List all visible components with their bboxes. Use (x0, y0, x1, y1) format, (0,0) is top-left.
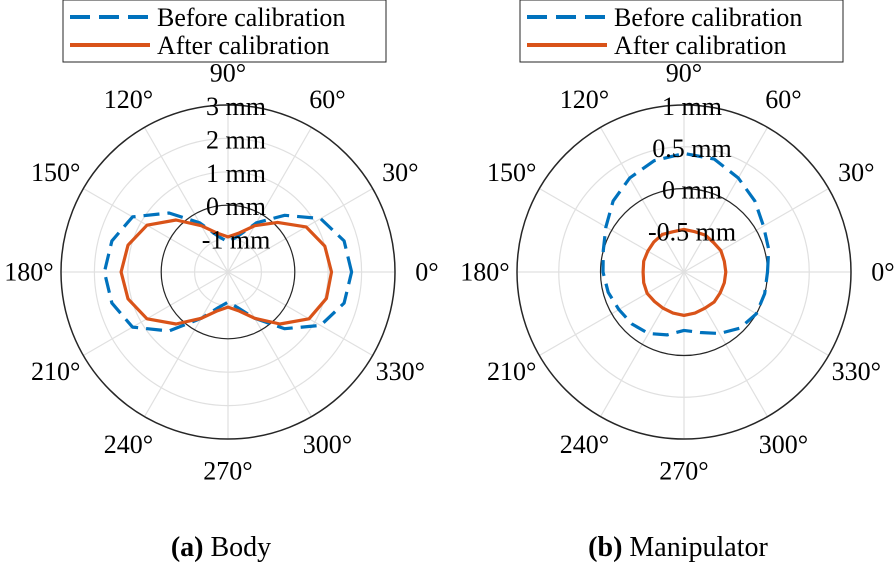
polar-panel-body: Before calibration After calibration 0° 3… (4, 0, 439, 563)
angle-label: 0° (871, 258, 894, 287)
legend-label-after: After calibration (614, 31, 787, 60)
radius-label: -1 mm (202, 226, 271, 255)
angle-label: 270° (659, 457, 708, 486)
angle-label: 30° (382, 158, 418, 187)
grid-spoke (227, 271, 313, 417)
angle-label: 150° (487, 158, 536, 187)
radius-label: 0 mm (206, 192, 266, 221)
grid-spoke (227, 187, 373, 273)
angle-label: 210° (487, 357, 536, 386)
angle-label: 90° (666, 59, 702, 88)
grid-spoke (227, 271, 373, 357)
caption-text: Body (203, 532, 271, 563)
grid-spoke (143, 271, 229, 417)
grid-spoke (227, 127, 313, 273)
angle-label: 150° (31, 158, 80, 187)
panel-caption-body: (a) Body (171, 532, 271, 563)
legend-label-before: Before calibration (614, 3, 802, 32)
angle-label: 60° (309, 85, 345, 114)
series-after-calibration (641, 227, 728, 317)
outer-circle (60, 104, 396, 440)
angle-label: 120° (104, 85, 153, 114)
grid-spoke (83, 271, 229, 357)
zero-circle (160, 204, 296, 340)
angle-label: 0° (415, 258, 438, 287)
angle-label: 330° (376, 357, 425, 386)
legend-body: Before calibration After calibration (62, 0, 387, 63)
grid-spoke (83, 187, 229, 273)
outer-circle (516, 104, 852, 440)
radius-label: 3 mm (206, 92, 266, 121)
angle-label: 60° (765, 85, 801, 114)
legend-label-after: After calibration (157, 31, 330, 60)
panel-caption-manipulator: (b) Manipulator (588, 532, 768, 563)
angle-label: 270° (203, 457, 252, 486)
radius-label: 0.5 mm (652, 134, 731, 163)
legend-box (62, 0, 387, 63)
legend-manipulator: Before calibration After calibration (519, 0, 844, 63)
angle-label: 300° (303, 430, 352, 459)
series-before-calibration (601, 151, 771, 337)
caption-text: Manipulator (622, 532, 768, 563)
angle-label: 240° (560, 430, 609, 459)
legend-label-before: Before calibration (157, 3, 345, 32)
angle-label: 120° (560, 85, 609, 114)
caption-label: (b) (588, 532, 622, 563)
polar-axes-manipulator: 0° 30° 60° 90° 120° 150° 180° 210° 240° 270° 300° 3… (460, 59, 894, 486)
radius-label: 1 mm (206, 159, 266, 188)
angle-label: 330° (832, 357, 881, 386)
radius-label: 0 mm (662, 176, 722, 205)
angle-label: 90° (210, 59, 246, 88)
angle-label: 240° (104, 430, 153, 459)
series-after-calibration (119, 218, 334, 326)
radius-label: 1 mm (662, 92, 722, 121)
legend-box (519, 0, 844, 63)
radius-label: 2 mm (206, 125, 266, 154)
caption-label: (a) (171, 532, 204, 563)
polar-panel-manipulator: Before calibration After calibration 0° 3… (460, 0, 894, 563)
angle-label: 300° (759, 430, 808, 459)
radius-label: -0.5 mm (648, 217, 736, 246)
grid-spoke (143, 127, 229, 273)
angle-label: 180° (4, 258, 53, 287)
angle-label: 30° (838, 158, 874, 187)
polar-axes-body: 0° 30° 60° 90° 120° 150° 180° 210° 240° 270° 300° 3… (4, 59, 438, 486)
angle-label: 180° (460, 258, 509, 287)
angle-label: 210° (31, 357, 80, 386)
